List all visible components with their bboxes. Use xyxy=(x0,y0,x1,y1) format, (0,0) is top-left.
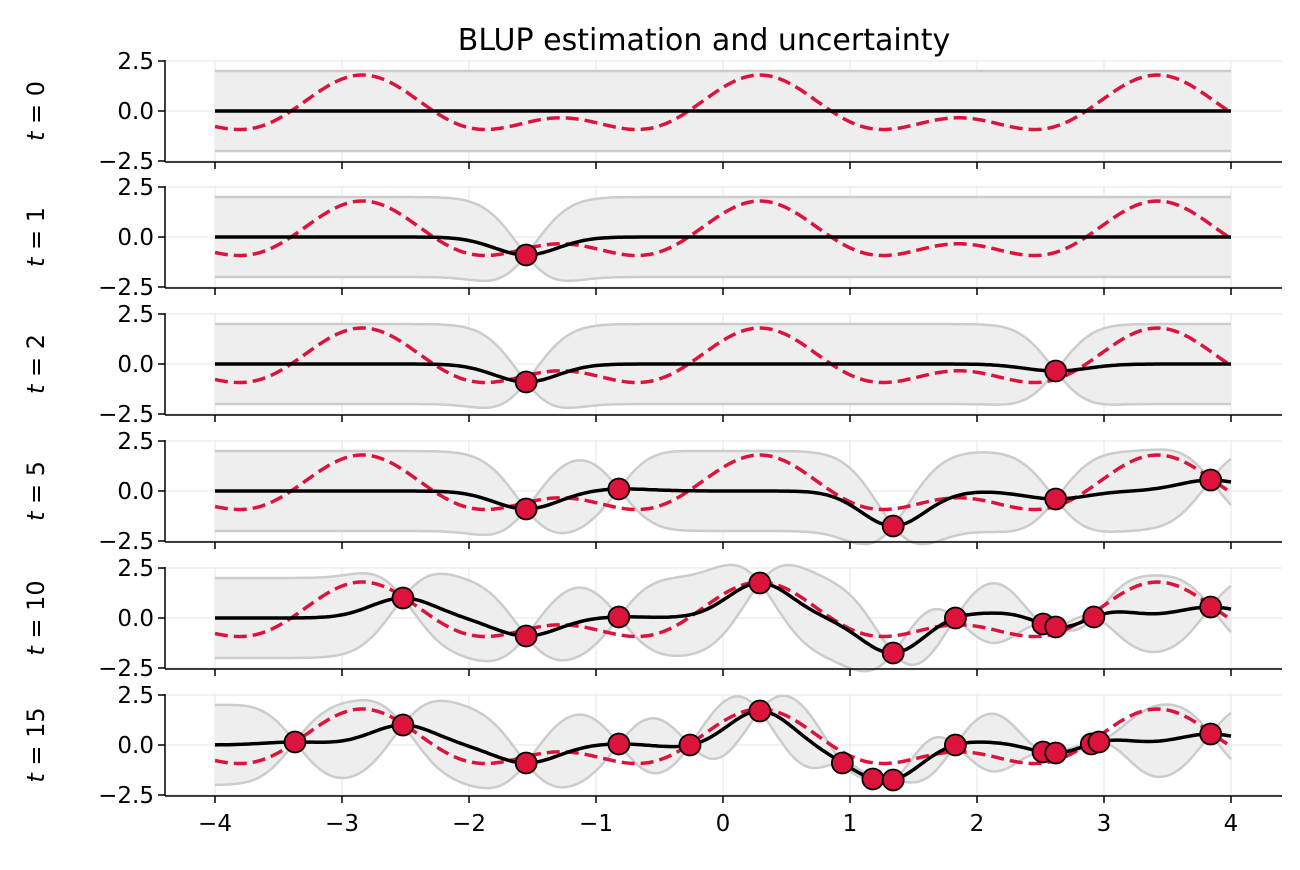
panel-label: t = 2 xyxy=(22,334,50,394)
y-tick-label: −2.5 xyxy=(98,529,154,555)
panel-10: −2.5 0.0 2.5 t = 10 xyxy=(22,556,1282,682)
uncertainty-band xyxy=(215,449,1231,545)
x-tick-label: 2 xyxy=(970,811,985,837)
chart-title: BLUP estimation and uncertainty xyxy=(458,23,950,58)
observation-point xyxy=(1199,468,1223,492)
observation-point xyxy=(514,243,538,267)
observation-point xyxy=(881,514,905,538)
x-tick-label: −4 xyxy=(198,811,232,837)
observation-point xyxy=(283,730,307,754)
observation-point xyxy=(830,751,854,775)
y-tick-label: −2.5 xyxy=(98,149,154,175)
panel-label: t = 10 xyxy=(22,580,50,655)
panel-15: −2.5 0.0 2.5 t = 15 xyxy=(22,683,1282,809)
observation-point xyxy=(1044,615,1068,639)
observation-point xyxy=(1044,359,1068,383)
observation-point xyxy=(1044,487,1068,511)
x-tick-label: −3 xyxy=(325,811,359,837)
panel-label: t = 15 xyxy=(22,707,50,782)
observation-point xyxy=(944,606,967,630)
y-tick-label: 0.0 xyxy=(117,99,154,125)
observation-point xyxy=(514,497,538,521)
y-tick-label: 0.0 xyxy=(117,733,154,759)
observation-point xyxy=(748,699,772,723)
panel-label: t = 0 xyxy=(22,81,50,141)
y-tick-label: 2.5 xyxy=(117,683,154,709)
observation-point xyxy=(607,477,631,501)
observation-point xyxy=(944,733,967,757)
observation-point xyxy=(748,571,772,595)
panels-group: −2.5 0.0 2.5 t = 0 −2.5 0.0 2.5 t = 1 −2.5 0.0 2.5… xyxy=(22,49,1282,809)
x-tick-label: −1 xyxy=(579,811,613,837)
observation-point xyxy=(881,641,905,665)
observation-point xyxy=(514,751,538,775)
x-axis: −4 −3 −2 −1 0 1 2 3 4 xyxy=(198,811,1238,837)
uncertainty-band xyxy=(215,695,1231,789)
y-tick-label: −2.5 xyxy=(98,783,154,809)
y-tick-label: 2.5 xyxy=(117,302,154,328)
blup-estimate-line xyxy=(215,235,1231,257)
y-tick-label: 0.0 xyxy=(117,606,154,632)
uncertainty-band xyxy=(215,197,1231,281)
observation-point xyxy=(1087,730,1111,754)
y-tick-label: −2.5 xyxy=(98,656,154,682)
panel-5: −2.5 0.0 2.5 t = 5 xyxy=(22,429,1282,555)
panel-1: −2.5 0.0 2.5 t = 1 xyxy=(22,175,1282,301)
band-upper-edge xyxy=(215,195,1231,256)
y-tick-label: 2.5 xyxy=(117,175,154,201)
y-tick-label: 0.0 xyxy=(117,225,154,251)
observation-point xyxy=(607,605,631,629)
observation-point xyxy=(1199,722,1223,746)
observation-point xyxy=(391,713,415,737)
y-tick-label: 0.0 xyxy=(117,479,154,505)
band-lower-edge xyxy=(215,254,1231,283)
x-tick-label: 0 xyxy=(716,811,731,837)
x-tick-label: 1 xyxy=(843,811,858,837)
panel-0: −2.5 0.0 2.5 t = 0 xyxy=(22,49,1282,175)
observation-point xyxy=(607,732,631,756)
uncertainty-band xyxy=(215,324,1231,408)
y-tick-label: 2.5 xyxy=(117,556,154,582)
y-tick-label: 0.0 xyxy=(117,352,154,378)
x-tick-label: 4 xyxy=(1224,811,1239,837)
observation-point xyxy=(1044,741,1068,765)
panel-label: t = 1 xyxy=(22,207,50,267)
observation-point xyxy=(1199,595,1223,619)
y-tick-label: 2.5 xyxy=(117,429,154,455)
observation-point xyxy=(1082,605,1106,629)
panel-2: −2.5 0.0 2.5 t = 2 xyxy=(22,302,1282,428)
panel-label: t = 5 xyxy=(22,461,50,521)
observation-point xyxy=(678,733,702,757)
observation-point xyxy=(881,768,905,792)
observation-point xyxy=(861,767,885,791)
y-tick-label: −2.5 xyxy=(98,275,154,301)
observation-point xyxy=(514,624,538,648)
observation-point xyxy=(391,586,415,610)
observation-point xyxy=(514,370,538,394)
y-tick-label: −2.5 xyxy=(98,402,154,428)
x-tick-label: 3 xyxy=(1097,811,1112,837)
y-tick-label: 2.5 xyxy=(117,49,154,75)
x-tick-label: −2 xyxy=(452,811,486,837)
